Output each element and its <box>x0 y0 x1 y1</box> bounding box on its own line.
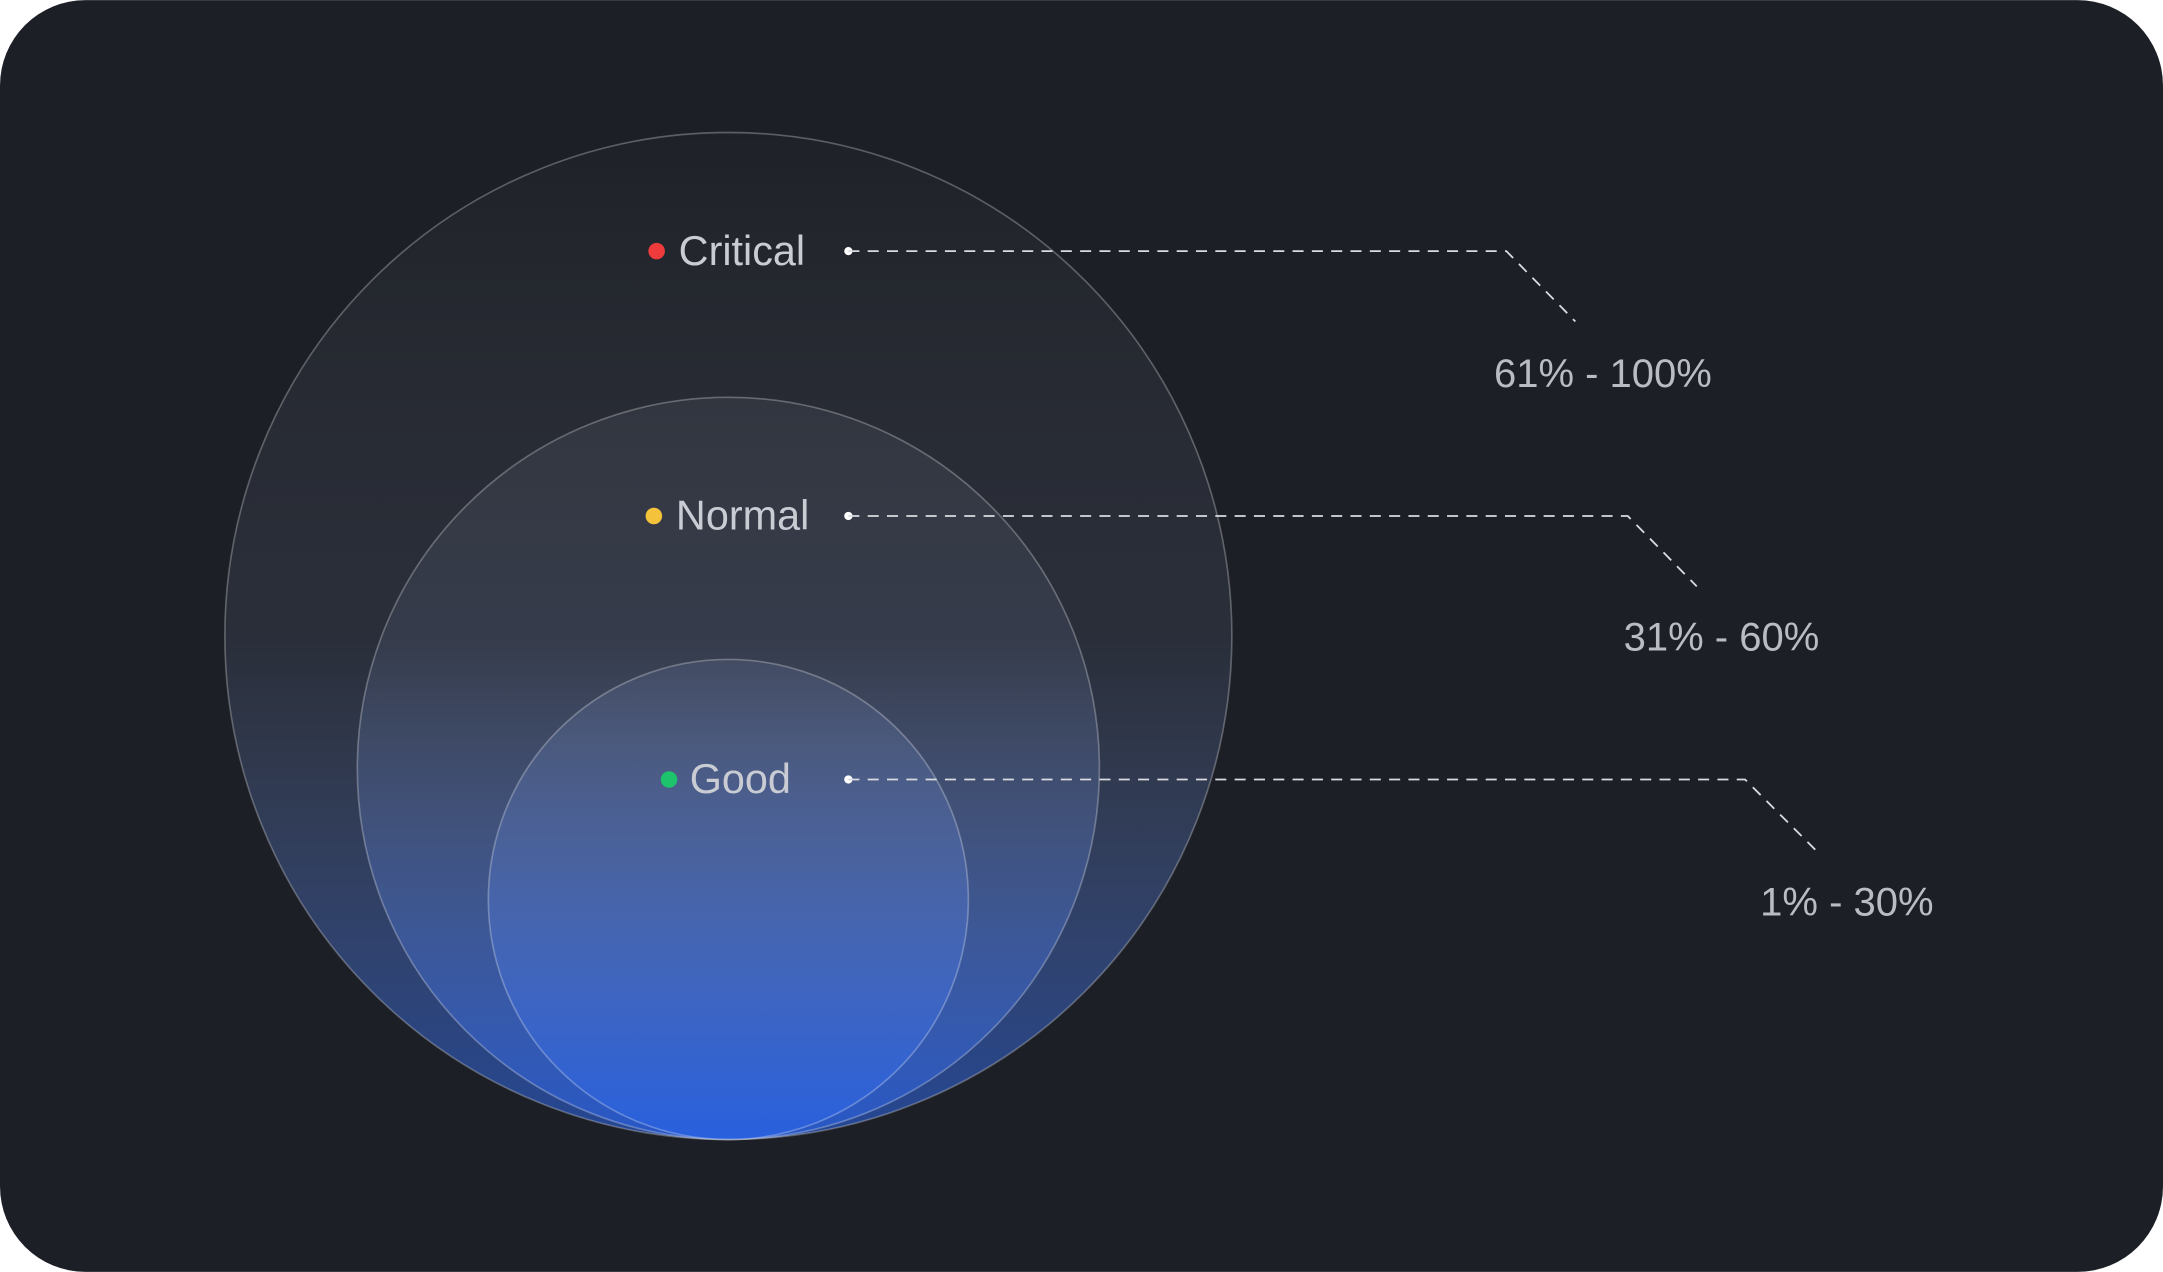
range-label: 61% - 100% <box>1494 352 1712 396</box>
inner-circle <box>487 658 970 1141</box>
level-label: Normal <box>676 493 809 539</box>
leader-dot <box>844 511 853 521</box>
range-label: 31% - 60% <box>1624 616 1820 660</box>
level-label: Good <box>690 756 791 802</box>
status-dot <box>645 507 663 525</box>
level-good: Good 1% - 30% <box>660 756 1934 925</box>
level-normal: Normal 31% - 60% <box>645 493 1820 660</box>
leader-line <box>848 515 1698 587</box>
status-dot <box>648 242 665 260</box>
range-label: 1% - 30% <box>1760 881 1933 925</box>
level-label: Critical <box>679 228 805 274</box>
leader-dot <box>844 775 853 784</box>
leader-line <box>848 778 1817 851</box>
status-dot <box>660 771 678 788</box>
leader-dot <box>844 246 853 256</box>
leader-line <box>848 250 1576 323</box>
level-critical: Critical 61% - 100% <box>648 228 1712 396</box>
